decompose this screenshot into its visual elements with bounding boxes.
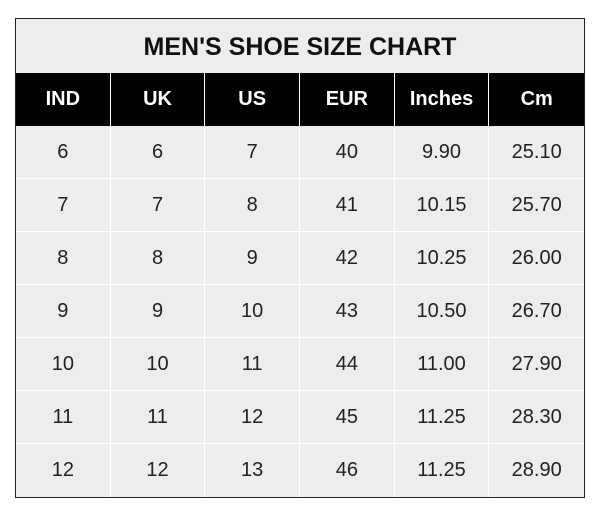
table-cell: 45 xyxy=(300,391,395,444)
table-cell: 12 xyxy=(111,444,206,497)
column-header: UK xyxy=(110,73,206,126)
size-chart-table: MEN'S SHOE SIZE CHART IND UK US EUR Inches Cm… xyxy=(15,18,585,498)
table-cell: 11.25 xyxy=(395,444,490,497)
table-row: 8 8 9 42 10.25 26.00 xyxy=(16,232,585,285)
table-cell: 8 xyxy=(16,232,111,285)
table-cell: 25.70 xyxy=(489,179,585,232)
table-cell: 9 xyxy=(16,285,111,338)
table-cell: 7 xyxy=(16,179,111,232)
table-cell: 12 xyxy=(205,391,301,444)
table-cell: 6 xyxy=(16,126,111,179)
table-cell: 26.00 xyxy=(489,232,585,285)
table-cell: 7 xyxy=(110,179,206,232)
table-row: 11 11 12 45 11.25 28.30 xyxy=(16,391,585,444)
table-cell: 11 xyxy=(16,391,111,444)
table-cell: 11 xyxy=(205,338,301,391)
table-cell: 10 xyxy=(16,338,111,391)
table-cell: 13 xyxy=(205,444,301,497)
table-cell: 7 xyxy=(205,126,301,179)
table-cell: 26.70 xyxy=(489,285,585,338)
table-cell: 28.30 xyxy=(489,391,585,444)
table-cell: 44 xyxy=(300,338,395,391)
table-title: MEN'S SHOE SIZE CHART xyxy=(143,33,457,61)
table-cell: 9 xyxy=(110,285,206,338)
column-header: Inches xyxy=(394,73,490,126)
table-cell: 41 xyxy=(300,179,395,232)
table-cell: 9 xyxy=(205,232,301,285)
table-cell: 9.90 xyxy=(394,126,490,179)
table-cell: 11.25 xyxy=(394,391,490,444)
table-row: 6 6 7 40 9.90 25.10 xyxy=(16,126,585,179)
column-header: IND xyxy=(16,73,111,126)
table-cell: 11.00 xyxy=(394,338,490,391)
table-cell: 10.50 xyxy=(394,285,490,338)
table-cell: 10.25 xyxy=(394,232,490,285)
header-row: IND UK US EUR Inches Cm xyxy=(16,73,585,126)
table-row: 10 10 11 44 11.00 27.90 xyxy=(16,338,585,391)
table-cell: 10 xyxy=(205,285,301,338)
table-cell: 8 xyxy=(205,179,301,232)
table-cell: 25.10 xyxy=(489,126,585,179)
table-cell: 40 xyxy=(300,126,395,179)
column-header: Cm xyxy=(489,73,585,126)
table-row: 7 7 8 41 10.15 25.70 xyxy=(16,179,585,232)
table-cell: 10 xyxy=(110,338,206,391)
column-header: US xyxy=(205,73,301,126)
table-row: 12 12 13 46 11.25 28.90 xyxy=(16,444,584,497)
table-cell: 10.15 xyxy=(394,179,490,232)
table-cell: 42 xyxy=(300,232,395,285)
table-cell: 12 xyxy=(16,444,111,497)
table-cell: 11 xyxy=(110,391,206,444)
column-header: EUR xyxy=(300,73,395,126)
table-cell: 28.90 xyxy=(511,459,562,481)
table-cell: 27.90 xyxy=(489,338,585,391)
table-body: 6 6 7 40 9.90 25.10 7 7 8 41 10.15 25.70 8 8 9 42 10.25 2… xyxy=(16,126,585,497)
table-row: 9 9 10 43 10.50 26.70 xyxy=(16,285,585,338)
table-cell: 6 xyxy=(110,126,206,179)
table-cell: 46 xyxy=(300,444,395,497)
table-cell: 8 xyxy=(110,232,206,285)
table-cell: 43 xyxy=(300,285,395,338)
